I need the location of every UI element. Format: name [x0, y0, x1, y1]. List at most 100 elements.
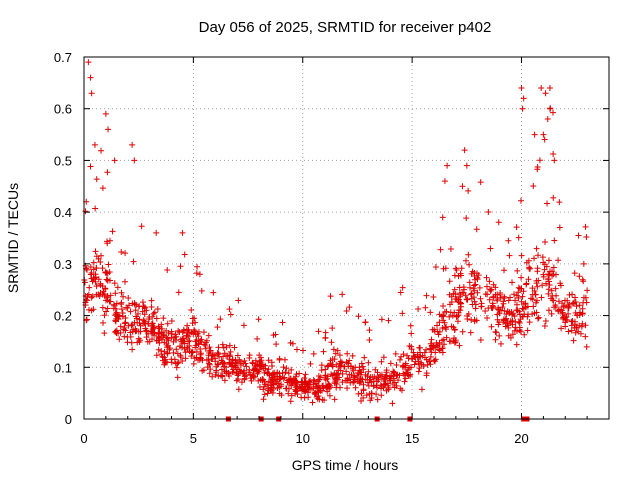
data-point	[526, 264, 533, 271]
data-point	[210, 289, 217, 296]
data-point	[568, 327, 575, 334]
data-point	[92, 205, 99, 212]
data-point	[387, 360, 394, 367]
data-point	[148, 303, 155, 310]
data-point	[457, 272, 464, 279]
data-point	[551, 237, 558, 244]
data-point	[516, 285, 523, 292]
data-point	[155, 324, 162, 331]
data-point	[231, 344, 238, 351]
data-point	[471, 287, 478, 294]
data-point	[221, 377, 228, 384]
data-point	[448, 293, 455, 300]
data-point	[465, 251, 472, 258]
data-point	[528, 295, 535, 302]
data-point	[106, 237, 113, 244]
data-point	[465, 310, 472, 317]
data-point	[436, 341, 443, 348]
data-point	[115, 330, 122, 337]
data-point	[129, 346, 136, 353]
data-point	[500, 300, 507, 307]
data-point	[380, 354, 387, 361]
data-point	[214, 351, 221, 358]
data-point	[318, 362, 325, 369]
data-point	[223, 353, 230, 360]
data-point	[386, 375, 393, 382]
data-point	[578, 323, 585, 330]
y-tick-label: 0.3	[54, 257, 72, 272]
data-point	[541, 136, 548, 143]
data-point	[513, 341, 520, 348]
data-point	[471, 282, 478, 289]
data-point	[183, 332, 190, 339]
data-point	[186, 337, 193, 344]
data-point	[571, 294, 578, 301]
data-point	[344, 375, 351, 382]
data-point	[378, 316, 385, 323]
data-point	[118, 289, 125, 296]
data-point	[365, 359, 372, 366]
data-point	[112, 290, 119, 297]
data-point	[571, 270, 578, 277]
data-point	[511, 327, 518, 334]
data-point	[575, 328, 582, 335]
data-point	[518, 85, 525, 92]
data-point	[144, 338, 151, 345]
data-point	[165, 337, 172, 344]
data-point	[553, 271, 560, 278]
data-point	[519, 293, 526, 300]
data-point	[497, 307, 504, 314]
data-point	[571, 318, 578, 325]
data-point	[320, 348, 327, 355]
data-point	[105, 126, 112, 133]
data-point	[124, 339, 131, 346]
data-point	[401, 378, 408, 385]
data-point	[219, 359, 226, 366]
data-point	[450, 290, 457, 297]
data-point	[496, 332, 503, 339]
data-point	[226, 342, 233, 349]
data-point	[452, 265, 459, 272]
data-point	[208, 356, 215, 363]
data-point	[533, 297, 540, 304]
data-point	[355, 313, 362, 320]
data-point	[178, 344, 185, 351]
data-point	[323, 384, 330, 391]
data-point	[326, 392, 333, 399]
data-point	[452, 338, 459, 345]
data-point	[103, 308, 110, 315]
data-point	[153, 229, 160, 236]
data-point	[573, 303, 580, 310]
data-point	[153, 352, 160, 359]
data-point	[104, 238, 111, 245]
data-point	[235, 386, 242, 393]
data-point	[199, 367, 206, 374]
data-point	[143, 334, 150, 341]
data-point	[125, 295, 132, 302]
data-point	[492, 336, 499, 343]
data-point	[318, 367, 325, 374]
data-point	[139, 308, 146, 315]
data-point	[422, 304, 429, 311]
data-point	[302, 371, 309, 378]
data-point	[129, 300, 136, 307]
data-point	[256, 358, 263, 365]
data-point	[287, 339, 294, 346]
data-point	[118, 249, 125, 256]
data-point	[175, 327, 182, 334]
data-point	[213, 367, 220, 374]
data-point	[99, 185, 106, 192]
data-point	[477, 336, 484, 343]
data-point	[513, 224, 520, 231]
y-tick-label: 0.5	[54, 153, 72, 168]
data-point	[225, 370, 232, 377]
data-point	[130, 326, 137, 333]
data-point	[572, 309, 579, 316]
y-axis-label: SRMTID / TECUs	[5, 183, 21, 293]
data-point	[539, 254, 546, 261]
data-point	[517, 311, 524, 318]
data-point	[399, 310, 406, 317]
data-point	[197, 354, 204, 361]
data-point	[562, 319, 569, 326]
data-point	[531, 310, 538, 317]
